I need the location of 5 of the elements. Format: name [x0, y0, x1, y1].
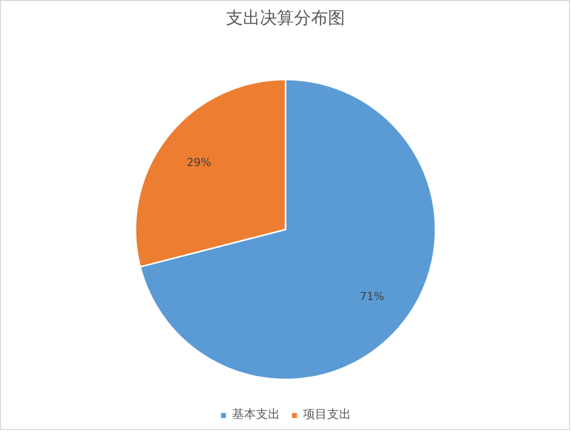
legend-label: 基本支出: [232, 406, 280, 423]
chart-title: 支出决算分布图: [226, 8, 345, 28]
data-label: 29%: [186, 156, 212, 169]
data-label: 71%: [360, 290, 384, 304]
legend-label: 项目支出: [303, 406, 351, 423]
